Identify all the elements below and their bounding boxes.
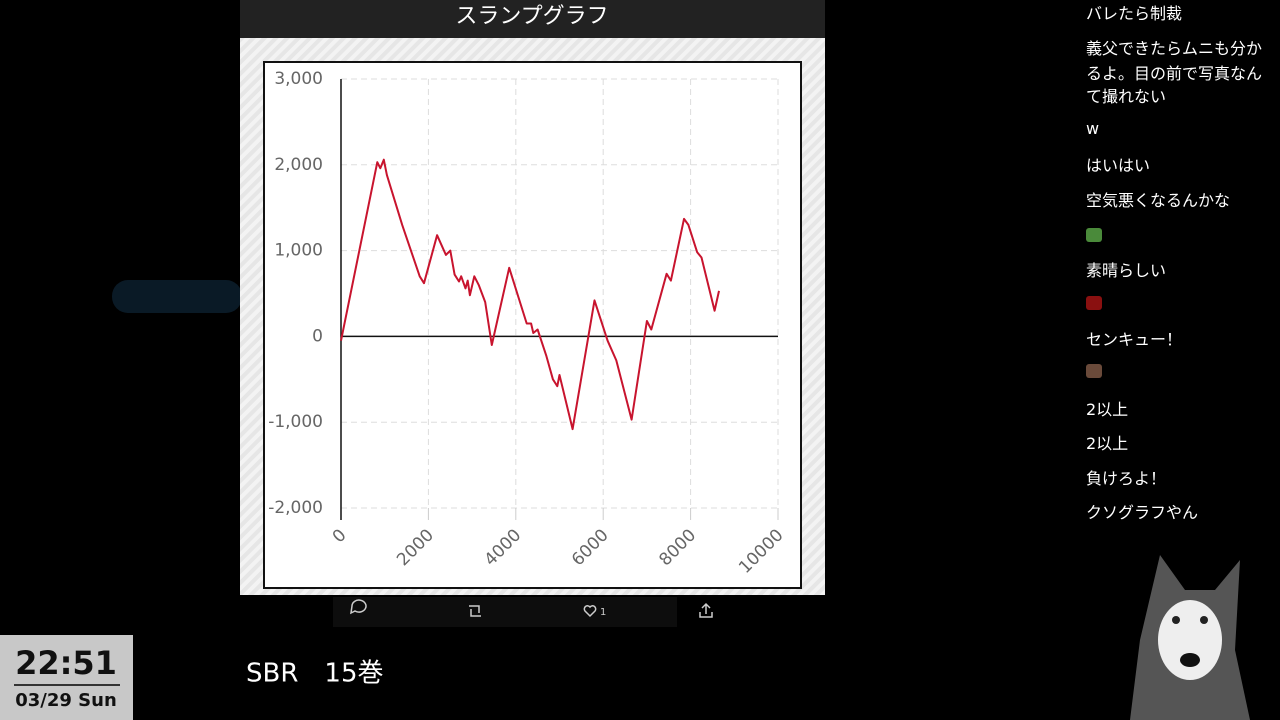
chat-message: るよ。目の前で写真なん — [1086, 64, 1263, 83]
y-tick-label: -2,000 — [268, 498, 323, 518]
y-tick-label: 3,000 — [274, 69, 323, 89]
chat-message: センキュー！ — [1086, 330, 1183, 349]
clock-date: 03/29 Sun — [15, 690, 117, 711]
chat-message: て撮れない — [1086, 87, 1167, 106]
reply-icon[interactable] — [350, 599, 367, 615]
chart-title: スランプグラフ — [455, 4, 608, 29]
chat-message: はいはい — [1086, 156, 1151, 175]
caption: SBR 15巻 — [246, 659, 384, 689]
like-icon[interactable] — [583, 605, 597, 618]
avatar — [1130, 555, 1250, 720]
chat-message: w — [1086, 119, 1100, 138]
chat-message: 素晴らしい — [1086, 261, 1167, 280]
faded-button — [112, 280, 242, 313]
chat-message: クソグラフやん — [1086, 503, 1199, 522]
y-tick-label: 2,000 — [274, 155, 323, 175]
chat-emoji — [1086, 228, 1102, 242]
tweet-actions — [333, 597, 677, 627]
like-count: 1 — [600, 607, 606, 618]
retweet-icon[interactable] — [469, 605, 481, 617]
share-icon[interactable] — [699, 602, 713, 618]
chat-message: 2以上 — [1086, 434, 1129, 453]
chat-emoji — [1086, 296, 1102, 310]
chat-message: 義父できたらムニも分か — [1086, 39, 1263, 58]
chat-message: 空気悪くなるんかな — [1086, 191, 1231, 210]
chat-message: 2以上 — [1086, 400, 1129, 419]
chat-message: バレたら制裁 — [1086, 4, 1183, 23]
clock-box — [0, 635, 133, 720]
title-bar — [240, 0, 825, 38]
y-tick-label: -1,000 — [268, 412, 323, 432]
clock-time: 22:51 — [15, 644, 117, 682]
chat-message: 負けろよ！ — [1086, 469, 1167, 488]
plot-panel — [263, 61, 802, 589]
y-tick-label: 1,000 — [274, 241, 323, 261]
y-tick-label: 0 — [312, 326, 323, 346]
data-line — [340, 158, 720, 431]
chat-emoji — [1086, 364, 1102, 378]
